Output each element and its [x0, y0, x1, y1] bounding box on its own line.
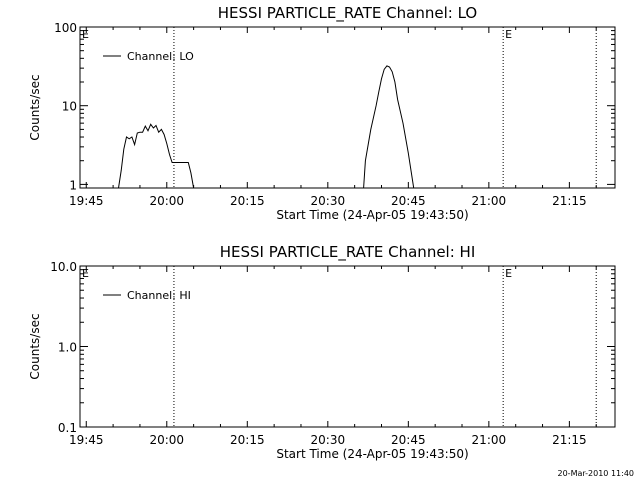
chart1-x-tick-label: 20:30: [311, 194, 346, 208]
chart2-y-tick-label: 10.0: [50, 260, 77, 274]
chart1-x-tick-label: 20:15: [230, 194, 265, 208]
chart2-x-tick-label: 21:00: [472, 433, 507, 447]
chart2-event-marker: E: [505, 267, 512, 280]
chart2-x-axis-label: Start Time (24-Apr-05 19:43:50): [276, 447, 468, 461]
chart1-x-tick-label: 21:00: [472, 194, 507, 208]
chart2-y-axis-label: Counts/sec: [28, 313, 42, 379]
chart1-frame: [79, 26, 616, 189]
chart1-series-line: [363, 65, 415, 189]
chart1-legend-label: Channel: LO: [127, 50, 194, 63]
chart1-event-marker: E: [82, 28, 89, 41]
chart1-y-tick-label: 100: [54, 21, 77, 35]
chart2-x-tick-label: 20:45: [391, 433, 426, 447]
chart2-x-tick-label: 20:30: [311, 433, 346, 447]
chart2-title: HESSI PARTICLE_RATE Channel: HI: [220, 243, 476, 262]
chart1-x-tick-label: 20:45: [391, 194, 426, 208]
chart2-x-tick-label: 20:15: [230, 433, 265, 447]
chart1-x-tick-label: 19:45: [69, 194, 104, 208]
chart2-y-tick-label: 0.1: [58, 421, 77, 435]
chart1-x-tick-label: 21:15: [552, 194, 587, 208]
chart2-event-marker: E: [82, 267, 89, 280]
chart2-x-tick-label: 21:15: [552, 433, 587, 447]
chart1-y-axis-label: Counts/sec: [28, 74, 42, 140]
chart2-y-tick-label: 1.0: [58, 341, 77, 355]
chart1-x-axis-label: Start Time (24-Apr-05 19:43:50): [276, 208, 468, 222]
chart1-title: HESSI PARTICLE_RATE Channel: LO: [218, 4, 477, 23]
chart1-series-line: [118, 123, 195, 189]
chart2-legend-label: Channel: HI: [127, 289, 191, 302]
plot-timestamp: 20-Mar-2010 11:40: [557, 469, 635, 478]
chart1-y-tick-label: 10: [62, 100, 77, 114]
chart2-x-tick-label: 20:00: [149, 433, 184, 447]
chart2-x-tick-label: 19:45: [69, 433, 104, 447]
chart1-y-tick-label: 1: [69, 178, 77, 192]
chart1-x-tick-label: 20:00: [149, 194, 184, 208]
chart1-event-marker: E: [505, 28, 512, 41]
